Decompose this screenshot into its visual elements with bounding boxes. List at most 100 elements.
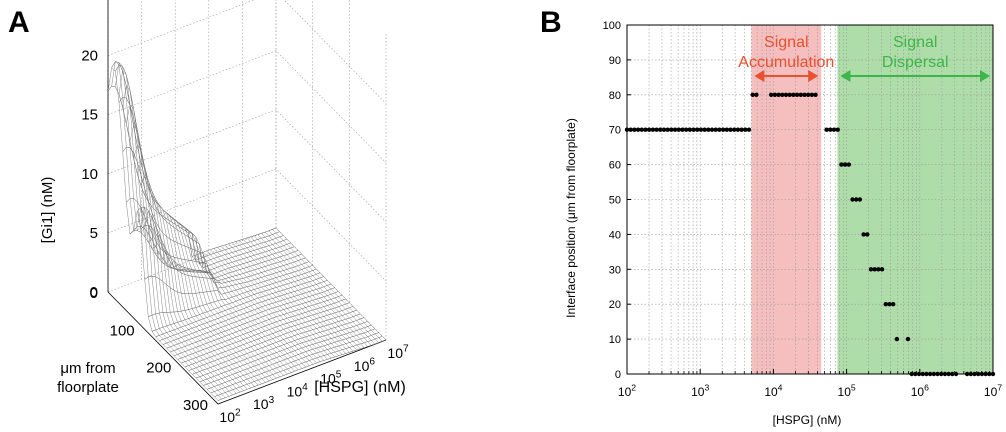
data-point (805, 92, 811, 98)
mesh-line-y (221, 245, 332, 359)
data-point (879, 267, 885, 272)
x-tick-label: 106 (911, 383, 929, 399)
y-axis-label-b: Interface position (μm from floorplate) (564, 118, 578, 318)
region-label-line-1: Signal (893, 34, 937, 51)
mesh-line-y (191, 256, 303, 369)
data-point (976, 371, 981, 377)
y-tick-label: 50 (609, 195, 621, 207)
mesh-line-y (224, 244, 336, 358)
mesh-line-y (250, 236, 361, 349)
y-tick-label: 60 (609, 160, 621, 172)
data-point (813, 92, 818, 98)
data-point (624, 127, 630, 132)
mesh-line-y (115, 62, 226, 398)
data-point (894, 336, 900, 342)
mesh-line-y (129, 125, 241, 393)
data-point (890, 302, 896, 307)
y-tick-label-a: 200 (146, 360, 171, 377)
x-tick-label: 104 (764, 383, 782, 399)
data-point (846, 162, 852, 167)
y-tick-label: 10 (609, 334, 621, 346)
data-point (905, 336, 911, 342)
data-point (628, 127, 633, 132)
mesh-line-y (195, 254, 306, 368)
data-point (983, 371, 988, 377)
mesh-line-y (232, 242, 343, 355)
z-tick-label: 15 (81, 107, 98, 124)
data-point (702, 127, 707, 132)
mesh-line-y (177, 224, 288, 375)
y-tick-label: 70 (609, 125, 621, 137)
data-point (854, 197, 859, 202)
mesh-line-y (158, 209, 270, 382)
data-point (857, 197, 863, 202)
data-point (691, 127, 696, 132)
x-tick-label: 103 (691, 383, 709, 399)
data-point (968, 371, 974, 377)
data-point (913, 371, 918, 377)
data-point (927, 371, 933, 377)
mesh-line-y (257, 234, 368, 347)
data-point (646, 127, 652, 132)
data-point (794, 92, 800, 98)
data-point (865, 232, 870, 237)
mesh-line-y (213, 248, 325, 361)
mesh-line-y (188, 232, 299, 370)
y-tick-label: 0 (615, 369, 621, 381)
data-point (887, 302, 892, 307)
data-point (935, 371, 940, 377)
y-tick-label-a: 0 (90, 285, 98, 302)
data-point (672, 127, 678, 132)
mesh-line-y (272, 229, 383, 342)
data-point (676, 127, 681, 132)
y-tick-label: 90 (609, 55, 621, 67)
plot-frame (626, 24, 994, 375)
data-point (687, 127, 693, 132)
data-point (824, 127, 829, 132)
x-tick-label-a: 103 (253, 395, 275, 412)
data-points (624, 92, 996, 377)
data-point (639, 127, 644, 132)
mesh-line-y (107, 67, 219, 401)
data-point (950, 371, 955, 377)
region-0 (751, 25, 822, 374)
data-point (924, 371, 929, 377)
data-point (658, 127, 663, 132)
y-axis-label-line-1: μm from (60, 360, 115, 377)
data-point (695, 127, 700, 132)
data-point (939, 371, 944, 377)
x-tick-label: 105 (838, 383, 856, 399)
region-arrow-head-left (754, 70, 765, 82)
mesh-line-y (133, 144, 244, 391)
data-point (787, 92, 792, 98)
region-label-line-2: Dispersal (882, 54, 949, 71)
data-point (839, 162, 844, 167)
data-point (683, 127, 689, 132)
x-axis-label: [HSPG] (nM) (314, 379, 406, 396)
mesh-line-y (169, 218, 281, 377)
data-point (783, 92, 789, 98)
plot-grid (626, 24, 994, 375)
data-point (717, 127, 722, 132)
data-point (987, 371, 992, 377)
z-axis-label: [Gi1] (nM) (39, 177, 56, 244)
x-tick-label: 107 (984, 383, 1002, 399)
data-point (709, 127, 715, 132)
mesh-line-y (126, 104, 237, 394)
region-shading (751, 25, 993, 374)
data-point (828, 127, 833, 132)
region-arrow-head-right (980, 70, 990, 82)
mesh-line-y (261, 233, 372, 346)
data-point (768, 92, 774, 98)
mesh-line-y (210, 249, 321, 362)
y-tick-label: 40 (609, 229, 621, 241)
data-point (654, 127, 659, 132)
x-tick-label-a: 102 (219, 408, 241, 425)
wall-grid-line (107, 168, 387, 282)
data-point (798, 92, 803, 98)
mesh-line-y (199, 253, 310, 366)
floor-edge (107, 291, 387, 405)
data-point (661, 127, 667, 132)
x-tick-label: 102 (618, 383, 636, 399)
y-tick-label: 20 (609, 299, 621, 311)
